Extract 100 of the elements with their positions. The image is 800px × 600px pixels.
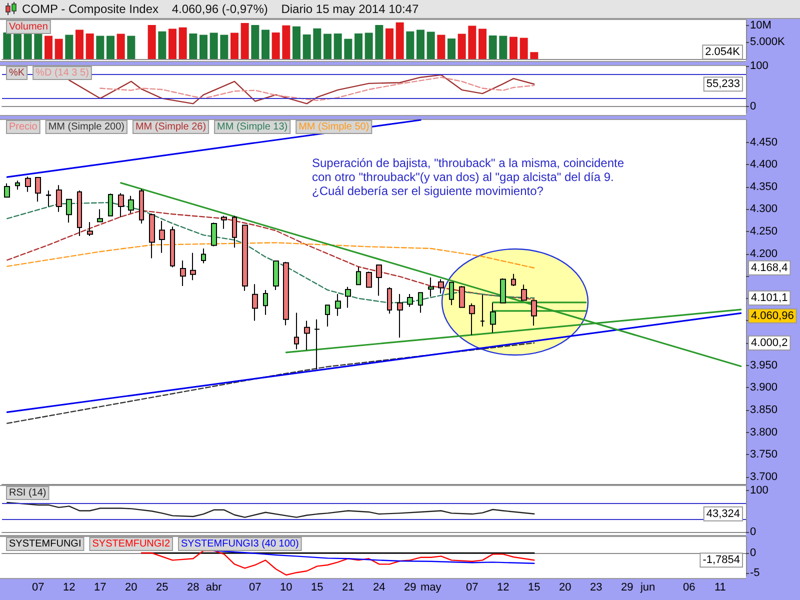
- x-tick-label: 28: [187, 582, 200, 594]
- y-tick-label: 3.750: [750, 448, 778, 461]
- candlestick: [87, 222, 93, 236]
- y-tick-label: 0: [750, 526, 756, 538]
- bar: [200, 34, 208, 59]
- candlestick: [221, 215, 227, 230]
- x-tick-label: 29: [404, 582, 416, 594]
- x-tick-label: 15: [528, 582, 540, 594]
- bar: [44, 36, 52, 59]
- candlestick: [242, 224, 248, 292]
- candlestick: [108, 193, 113, 216]
- bar: [96, 36, 104, 59]
- bar: [178, 27, 187, 59]
- candlestick: [356, 266, 361, 286]
- bar: [324, 34, 332, 59]
- x-tick-label: 20: [559, 582, 572, 594]
- x-tick-label: 25: [156, 582, 168, 594]
- bar: [24, 32, 32, 59]
- bar: [189, 33, 198, 59]
- annotation: -1,7854: [702, 554, 740, 566]
- bar: [106, 36, 114, 59]
- candlestick: [304, 320, 310, 351]
- candlestick: [397, 293, 403, 338]
- bar: [416, 30, 424, 59]
- bar: [488, 35, 497, 59]
- candlestick: [387, 286, 392, 314]
- candlestick: [97, 208, 103, 222]
- y-tick-label: 4.400: [750, 158, 778, 171]
- line-series: [6, 342, 535, 424]
- annotation: 4.101,1: [751, 292, 788, 304]
- bar: [262, 30, 270, 59]
- x-tick-label: 24: [373, 582, 386, 594]
- candlestick: [459, 285, 465, 308]
- candlestick: [480, 294, 485, 328]
- candlestick: [418, 292, 423, 314]
- bar: [468, 26, 476, 59]
- x-tick-label: 12: [63, 582, 76, 594]
- series-label: %D (14 3 5): [36, 68, 89, 78]
- bar: [530, 52, 538, 59]
- bar: [282, 25, 290, 59]
- bar: [313, 28, 322, 59]
- bar: [76, 30, 84, 59]
- candlestick: [314, 318, 320, 370]
- bar: [354, 33, 362, 59]
- y-tick-label: 100: [750, 484, 768, 497]
- bar: [344, 38, 352, 59]
- candlestick: [15, 180, 20, 190]
- y-tick-label: 4.450: [750, 136, 778, 148]
- candlestick: [139, 188, 144, 224]
- text: Precio: [9, 122, 38, 132]
- bar: [86, 33, 94, 59]
- bar: [396, 22, 404, 59]
- bar: [426, 32, 435, 59]
- bar: [158, 31, 166, 59]
- annotation: 4.168,4: [751, 262, 788, 274]
- candlestick: [180, 260, 186, 286]
- candlestick: [170, 226, 175, 268]
- bar: [364, 32, 373, 59]
- candlestick: [77, 190, 82, 236]
- series-label: SYSTEMFUNGI2: [92, 538, 170, 550]
- candlestick: [4, 182, 10, 198]
- candlestick: [366, 271, 372, 288]
- candlestick: [273, 260, 279, 290]
- y-tick-label: 0: [750, 547, 756, 559]
- bar: [127, 36, 136, 59]
- bar: [168, 28, 176, 59]
- y-tick-label: 4.350: [750, 180, 778, 193]
- candlestick: [232, 215, 237, 248]
- text: SYSTEMFUNGI: [9, 538, 82, 550]
- candlestick: [490, 302, 496, 334]
- candlestick: [376, 264, 382, 296]
- candlestick: [25, 176, 31, 192]
- annotation: 43,324: [706, 508, 740, 520]
- x-tick-label: abr: [206, 582, 222, 594]
- x-tick-label: jun: [639, 582, 656, 594]
- x-tick-label: 11: [714, 582, 726, 594]
- text: MM (Simple 26): [135, 122, 206, 132]
- y-tick-label: 4.300: [750, 203, 778, 216]
- bar: [220, 34, 228, 59]
- x-tick-label: 07: [249, 582, 262, 594]
- bar: [478, 28, 486, 59]
- candlestick: [211, 222, 217, 247]
- candlestick: [407, 293, 413, 308]
- x-tick-label: 07: [466, 582, 478, 594]
- bar: [520, 38, 528, 59]
- x-tick-label: 29: [621, 582, 634, 594]
- chart-title: COMP - Composite Index 4.060,96 (-0,97%) Diario 15 may 2014 10:47: [22, 2, 419, 16]
- annotation: 2.054K: [705, 46, 741, 58]
- annotation: Superación de bajista, "throuback" a la misma, coincidente con otro "throuback"(y van dos) al "gap alcista" del día 9. ¿Cuál debería ser el siguiente movimiento?: [312, 156, 624, 198]
- x-tick-label: may: [420, 582, 442, 594]
- x-tick-label: 06: [683, 582, 696, 594]
- candlestick: [500, 278, 506, 304]
- line-series: [100, 76, 535, 102]
- x-tick-label: 23: [590, 582, 602, 594]
- line-series: [6, 242, 535, 269]
- y-tick-label: 4.200: [750, 248, 778, 260]
- candlestick: [469, 302, 475, 336]
- bar: [386, 28, 394, 59]
- bar: [54, 38, 63, 59]
- bar: [458, 34, 466, 59]
